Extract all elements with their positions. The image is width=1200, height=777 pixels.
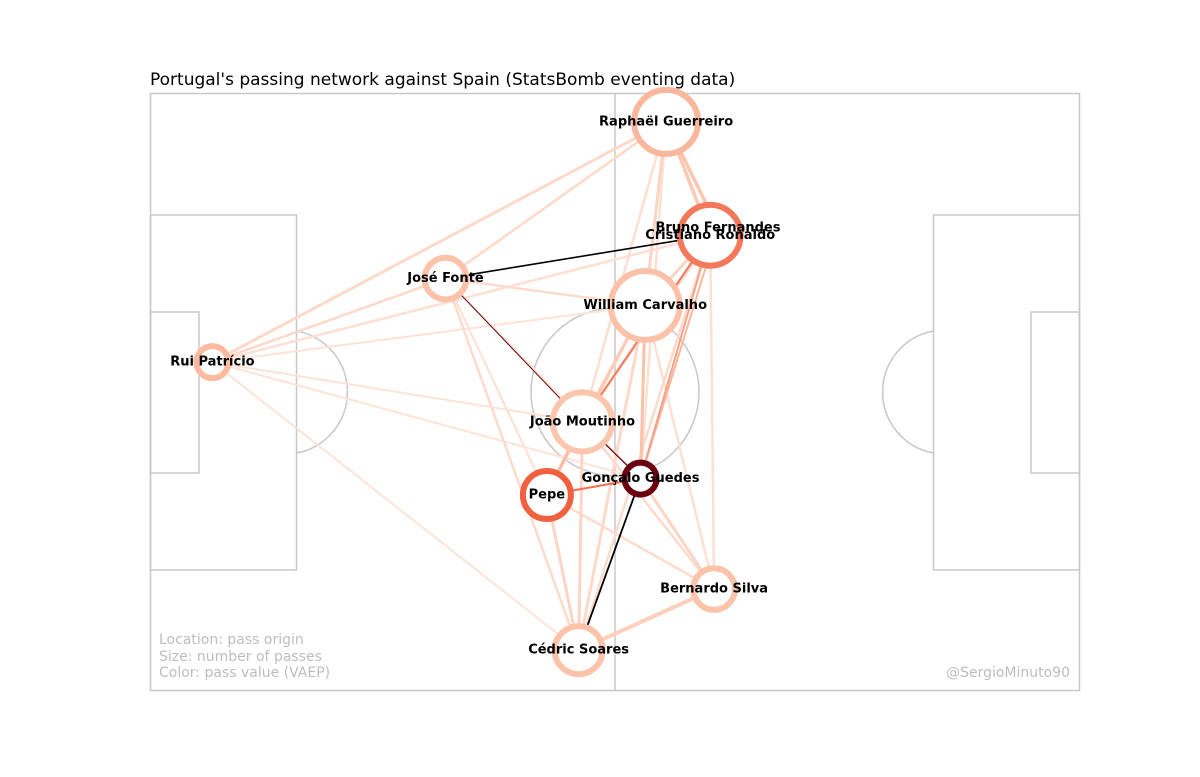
edge-raphael-guerreiro-to-rui-patricio (210, 120, 668, 364)
edge-cedric-soares-to-joao-moutinho (577, 420, 584, 652)
label-pepe: Pepe (529, 487, 566, 502)
label-bernardo-silva: Bernardo Silva (660, 582, 768, 597)
legend-size: Size: number of passes (159, 649, 322, 665)
edge-rui-patricio-to-cedric-soares (211, 361, 580, 652)
pitch (149, 92, 1081, 692)
edge-goncalo-guedes-to-cristiano-ronaldo (639, 234, 712, 480)
node-cedric-soares (551, 623, 606, 678)
edge-bernardo-silva-to-cristiano-ronaldo (708, 234, 716, 591)
edge-pepe-to-bernardo-silva (545, 493, 716, 591)
node-raphael-guerreiro (631, 86, 702, 157)
left-goal-area (149, 311, 200, 474)
edge-rui-patricio-to-jose-fonte (211, 277, 447, 364)
left-penalty-arc (296, 330, 349, 454)
edge-cedric-soares-to-goncalo-guedes (577, 477, 642, 652)
right-penalty-arc (881, 330, 934, 454)
label-jose-fonte: José Fonte (406, 271, 484, 286)
node-joao-moutinho (549, 389, 616, 455)
legend: Location: pass origin Size: number of pa… (159, 632, 330, 681)
edge-rui-patricio-to-goncalo-guedes (211, 361, 642, 480)
node-cristiano-ronaldo (676, 201, 744, 269)
edge-cedric-soares-to-william-carvalho (577, 303, 647, 652)
player-labels: Raphaël Guerreiro Bruno FernandesCristian… (170, 114, 780, 657)
label-rui-patricio: Rui Patrício (170, 355, 254, 370)
edge-jose-fonte-to-cristiano-ronaldo (444, 234, 712, 280)
label-raphael-guerreiro: Raphaël Guerreiro (599, 114, 733, 129)
edge-jose-fonte-to-cedric-soares (444, 277, 580, 652)
edge-rui-patricio-to-cristiano-ronaldo (211, 234, 712, 364)
edge-rui-patricio-to-william-carvalho (211, 304, 647, 364)
edge-bernardo-silva-to-joao-moutinho (581, 420, 716, 591)
credit: @SergioMinuto90 (946, 665, 1070, 681)
chart-title: Portugal's passing network against Spain… (150, 70, 735, 90)
legend-location: Location: pass origin (159, 632, 304, 648)
edge-jose-fonte-to-joao-moutinho (444, 278, 583, 423)
node-bernardo-silva (690, 565, 738, 613)
edge-rui-patricio-to-joao-moutinho (211, 361, 584, 423)
player-nodes (193, 86, 744, 678)
node-jose-fonte (421, 254, 470, 303)
node-pepe (519, 467, 574, 522)
right-penalty-area (932, 214, 1081, 571)
label-bruno-fernandes: Bruno Fernandes (655, 220, 780, 235)
edge-jose-fonte-to-pepe (444, 277, 548, 496)
node-goncalo-guedes (621, 459, 660, 498)
label-joao-moutinho: João Moutinho (529, 414, 635, 429)
left-penalty-area (149, 214, 298, 571)
label-cristiano-ronaldo: Cristiano Ronaldo (645, 228, 775, 243)
label-william-carvalho: William Carvalho (583, 298, 707, 313)
label-cedric-soares: Cédric Soares (528, 643, 629, 658)
edge-cedric-soares-to-cristiano-ronaldo (577, 234, 712, 652)
node-rui-patricio (193, 343, 232, 382)
right-goal-area (1030, 311, 1081, 474)
pass-edges (210, 120, 720, 653)
edge-raphael-guerreiro-to-joao-moutinho (581, 120, 668, 424)
node-william-carvalho (607, 268, 683, 343)
edge-bernardo-silva-to-william-carvalho (643, 304, 716, 591)
label-goncalo-guedes: Gonçalo Guedes (582, 471, 700, 486)
edge-raphael-guerreiro-to-jose-fonte (444, 120, 668, 280)
legend-color: Color: pass value (VAEP) (159, 665, 330, 681)
